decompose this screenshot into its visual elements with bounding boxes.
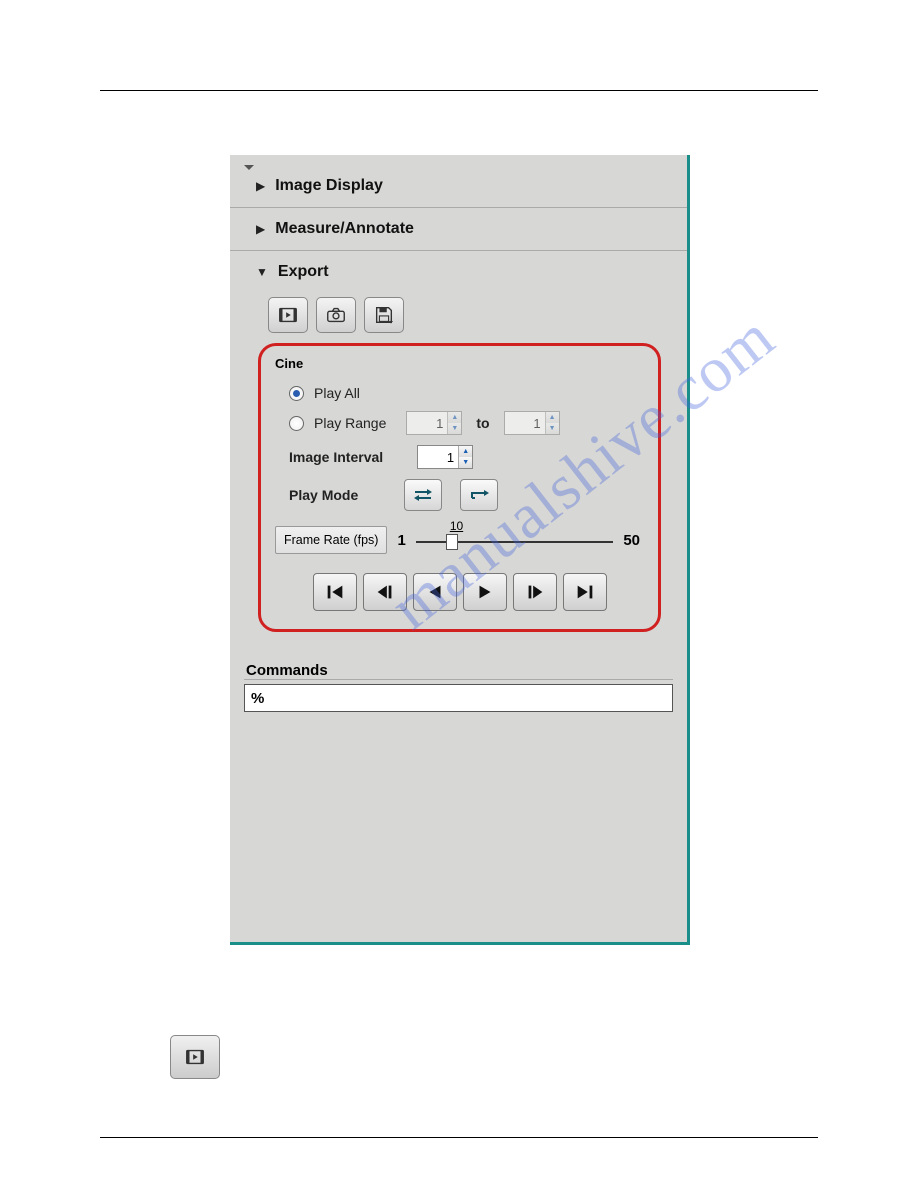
section-export: ▼ Export + Cine Play All <box>230 251 687 644</box>
slider-thumb[interactable] <box>446 534 458 550</box>
commands-title: Commands <box>244 662 673 680</box>
frame-rate-tick-label: 10 <box>450 519 463 533</box>
image-interval-row: Image Interval ▲▼ <box>289 445 644 469</box>
play-range-row: Play Range ▲▼ to ▲▼ <box>289 411 644 435</box>
range-from-input[interactable] <box>407 412 447 434</box>
frame-rate-slider[interactable]: 10 <box>416 525 614 555</box>
play-range-label: Play Range <box>314 415 386 431</box>
commands-block: Commands <box>244 662 673 712</box>
section-title: Image Display <box>275 177 383 195</box>
loop-icon <box>468 486 490 504</box>
export-toolbar: + <box>268 297 669 333</box>
export-snapshot-button[interactable] <box>316 297 356 333</box>
export-video-button[interactable] <box>268 297 308 333</box>
commands-input[interactable] <box>244 684 673 712</box>
expand-icon: ▶ <box>256 179 265 193</box>
frame-rate-label: Frame Rate (fps) <box>275 526 387 554</box>
spin-up-icon[interactable]: ▲ <box>459 446 472 457</box>
play-mode-row: Play Mode <box>289 479 644 511</box>
play-all-radio[interactable] <box>289 386 304 401</box>
play-mode-bounce-button[interactable] <box>404 479 442 511</box>
page-rule-bottom <box>100 1137 818 1138</box>
range-to-spinner[interactable]: ▲▼ <box>504 411 560 435</box>
collapse-icon: ▼ <box>256 265 268 279</box>
skip-first-icon <box>324 581 346 603</box>
cine-group: Cine Play All Play Range ▲▼ to ▲▼ <box>258 343 661 632</box>
step-forward-icon <box>524 581 546 603</box>
skip-last-icon <box>574 581 596 603</box>
frame-rate-min: 1 <box>397 532 405 549</box>
frame-rate-row: Frame Rate (fps) 1 10 50 <box>275 525 644 555</box>
spin-up-icon[interactable]: ▲ <box>546 412 559 423</box>
spin-down-icon[interactable]: ▼ <box>448 423 461 434</box>
expand-icon: ▶ <box>256 222 265 236</box>
spin-up-icon[interactable]: ▲ <box>448 412 461 423</box>
play-mode-loop-button[interactable] <box>460 479 498 511</box>
panel-collapse-icon[interactable] <box>244 165 254 170</box>
next-frame-button[interactable] <box>513 573 557 611</box>
image-interval-input[interactable] <box>418 446 458 468</box>
frame-rate-max: 50 <box>623 532 640 549</box>
section-header-measure-annotate[interactable]: ▶ Measure/Annotate <box>256 220 669 238</box>
range-to-label: to <box>476 415 489 431</box>
cine-title: Cine <box>275 356 644 371</box>
last-frame-button[interactable] <box>563 573 607 611</box>
play-forward-button[interactable] <box>463 573 507 611</box>
spin-down-icon[interactable]: ▼ <box>546 423 559 434</box>
standalone-video-button[interactable] <box>170 1035 220 1079</box>
save-icon: + <box>373 304 395 326</box>
play-mode-label: Play Mode <box>289 487 358 503</box>
camera-icon <box>325 304 347 326</box>
range-to-input[interactable] <box>505 412 545 434</box>
image-interval-spinner[interactable]: ▲▼ <box>417 445 473 469</box>
play-all-row: Play All <box>289 385 644 401</box>
control-panel: ▶ Image Display ▶ Measure/Annotate ▼ Exp… <box>230 155 690 945</box>
section-header-export[interactable]: ▼ Export <box>256 263 669 281</box>
section-title: Export <box>278 263 329 281</box>
range-from-spinner[interactable]: ▲▼ <box>406 411 462 435</box>
film-icon <box>277 304 299 326</box>
section-header-image-display[interactable]: ▶ Image Display <box>256 177 669 195</box>
play-icon <box>474 581 496 603</box>
export-body: + Cine Play All Play Range ▲▼ to <box>256 281 669 632</box>
play-reverse-button[interactable] <box>413 573 457 611</box>
svg-text:+: + <box>389 317 394 326</box>
section-measure-annotate: ▶ Measure/Annotate <box>230 208 687 251</box>
section-image-display: ▶ Image Display <box>230 155 687 208</box>
play-range-radio[interactable] <box>289 416 304 431</box>
first-frame-button[interactable] <box>313 573 357 611</box>
spin-down-icon[interactable]: ▼ <box>459 457 472 468</box>
bounce-icon <box>412 486 434 504</box>
image-interval-label: Image Interval <box>289 449 383 465</box>
play-all-label: Play All <box>314 385 360 401</box>
film-icon <box>182 1046 208 1068</box>
export-save-button[interactable]: + <box>364 297 404 333</box>
section-title: Measure/Annotate <box>275 220 414 238</box>
prev-frame-button[interactable] <box>363 573 407 611</box>
page-rule-top <box>100 90 818 91</box>
step-back-icon <box>374 581 396 603</box>
play-reverse-icon <box>424 581 446 603</box>
playback-controls <box>275 573 644 611</box>
